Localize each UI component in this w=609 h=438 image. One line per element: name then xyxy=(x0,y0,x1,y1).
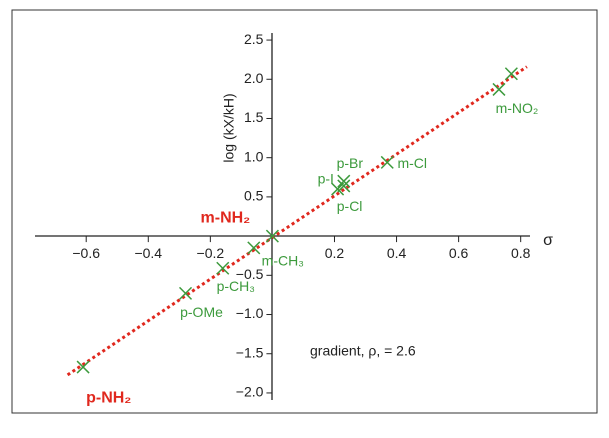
point-label: p-OMe xyxy=(180,304,223,320)
y-tick-label: −0.5 xyxy=(236,266,264,282)
point-label: p-I xyxy=(318,171,334,187)
frame xyxy=(11,9,598,414)
y-tick-label: −1.0 xyxy=(236,305,264,321)
y-tick-label: −1.5 xyxy=(236,344,264,360)
y-tick-label: 1.5 xyxy=(244,109,264,125)
point-label: m-NH₂ xyxy=(201,209,251,226)
marker-stroke xyxy=(504,67,518,81)
point xyxy=(492,82,506,96)
point-label: m-Cl xyxy=(397,155,427,171)
x-tick-label: −0.2 xyxy=(197,245,225,261)
point-label: p-Cl xyxy=(337,198,363,214)
marker-stroke xyxy=(492,82,506,96)
point xyxy=(178,286,193,300)
x-tick-label: −0.4 xyxy=(134,245,162,261)
x-tick-label: 0.6 xyxy=(449,245,469,261)
point xyxy=(337,174,351,188)
y-tick-label: 2.5 xyxy=(244,31,264,47)
marker-stroke xyxy=(331,182,345,196)
point xyxy=(380,155,394,169)
y-tick-label: −2.0 xyxy=(236,384,264,400)
x-tick-label: 0.8 xyxy=(511,245,531,261)
marker-stroke xyxy=(247,241,261,255)
point xyxy=(331,182,345,196)
x-tick-label: 0.2 xyxy=(325,245,345,261)
x-axis-label: σ xyxy=(543,232,553,249)
annotation: gradient, ρ, = 2.6 xyxy=(310,343,416,359)
point xyxy=(265,229,279,243)
marker-stroke xyxy=(337,179,351,193)
marker-stroke xyxy=(265,229,279,243)
marker-stroke xyxy=(337,174,351,188)
y-tick-label: 1.0 xyxy=(244,148,264,164)
marker-stroke xyxy=(216,261,230,275)
point xyxy=(216,261,230,275)
point-label: m-CH₃ xyxy=(262,253,304,269)
marker-stroke xyxy=(380,155,394,169)
point xyxy=(247,241,261,255)
point xyxy=(76,360,90,374)
point xyxy=(504,67,518,81)
fit-line xyxy=(66,65,528,377)
y-tick-label: 2.0 xyxy=(244,70,264,86)
point-label: m-NO₂ xyxy=(496,100,539,116)
marker-stroke xyxy=(76,360,90,374)
x-tick-label: 0.4 xyxy=(387,245,407,261)
point-label: p-NH₂ xyxy=(86,389,131,406)
marker-stroke xyxy=(178,286,193,300)
y-axis-label: log (kX/kH) xyxy=(221,93,237,162)
point-label: p-Br xyxy=(337,155,364,171)
y-tick-label: 0.5 xyxy=(244,188,264,204)
point xyxy=(337,179,351,193)
x-tick-label: −0.6 xyxy=(72,245,100,261)
point-label: p-CH₃ xyxy=(217,278,255,294)
